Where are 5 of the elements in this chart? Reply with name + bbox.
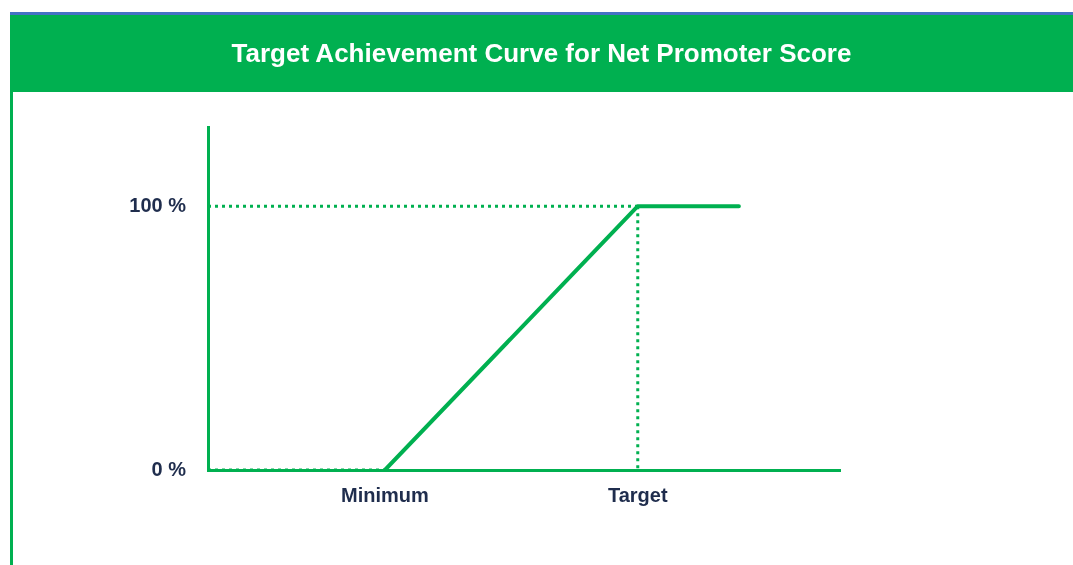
x-tick-label: Target [607, 483, 668, 506]
x-tick-label: Minimum [341, 483, 429, 506]
y-tick-label: 0 % [151, 457, 187, 480]
y-tick-label: 100 % [129, 193, 187, 216]
chart-title: Target Achievement Curve for Net Promoter Score [10, 12, 1073, 92]
